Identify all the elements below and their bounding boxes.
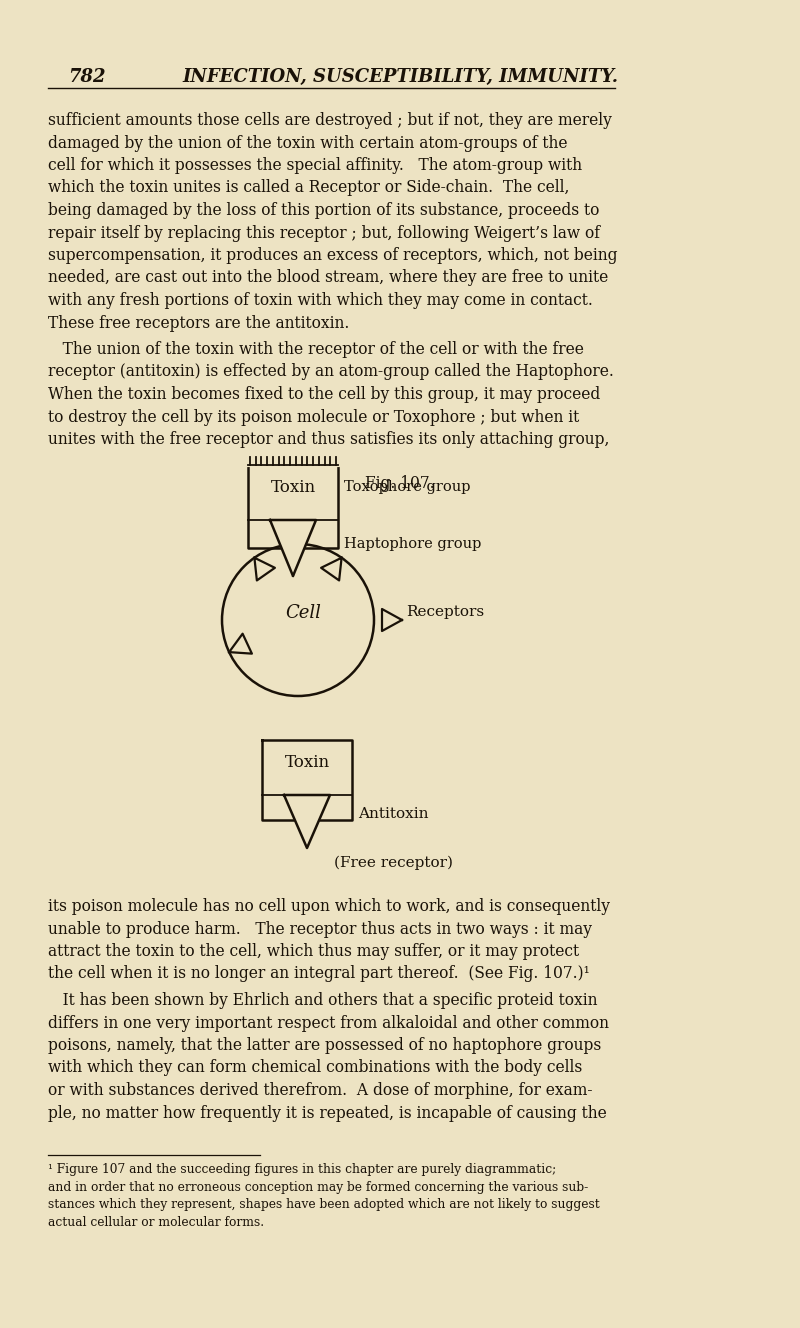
Text: with which they can form chemical combinations with the body cells: with which they can form chemical combin… — [48, 1060, 582, 1077]
Text: stances which they represent, shapes have been adopted which are not likely to s: stances which they represent, shapes hav… — [48, 1198, 600, 1211]
Text: receptor (antitoxin) is effected by an atom-group called the Haptophore.: receptor (antitoxin) is effected by an a… — [48, 364, 614, 381]
Text: Receptors: Receptors — [406, 606, 484, 619]
Text: and in order that no erroneous conception may be formed concerning the various s: and in order that no erroneous conceptio… — [48, 1181, 588, 1194]
Text: repair itself by replacing this receptor ; but, following Weigert’s law of: repair itself by replacing this receptor… — [48, 224, 600, 242]
Text: These free receptors are the antitoxin.: These free receptors are the antitoxin. — [48, 315, 350, 332]
Text: the cell when it is no longer an integral part thereof.  (See Fig. 107.)¹: the cell when it is no longer an integra… — [48, 965, 590, 983]
Polygon shape — [284, 795, 330, 849]
Text: 782: 782 — [68, 68, 106, 86]
Text: to destroy the cell by its poison molecule or Toxophore ; but when it: to destroy the cell by its poison molecu… — [48, 409, 579, 425]
Polygon shape — [321, 558, 342, 580]
Text: attract the toxin to the cell, which thus may suffer, or it may protect: attract the toxin to the cell, which thu… — [48, 943, 579, 960]
Polygon shape — [229, 633, 252, 653]
Text: When the toxin becomes fixed to the cell by this group, it may proceed: When the toxin becomes fixed to the cell… — [48, 386, 600, 402]
Text: supercompensation, it produces an excess of receptors, which, not being: supercompensation, it produces an excess… — [48, 247, 618, 264]
Text: unites with the free receptor and thus satisfies its only attaching group,: unites with the free receptor and thus s… — [48, 432, 610, 448]
Text: which the toxin unites is called a Receptor or Side-chain.  The cell,: which the toxin unites is called a Recep… — [48, 179, 570, 197]
Text: (Free receptor): (Free receptor) — [334, 857, 453, 870]
Text: actual cellular or molecular forms.: actual cellular or molecular forms. — [48, 1215, 264, 1228]
Text: with any fresh portions of toxin with which they may come in contact.: with any fresh portions of toxin with wh… — [48, 292, 593, 309]
Polygon shape — [254, 558, 275, 580]
Polygon shape — [270, 521, 316, 576]
Text: The union of the toxin with the receptor of the cell or with the free: The union of the toxin with the receptor… — [48, 341, 584, 359]
Text: poisons, namely, that the latter are possessed of no haptophore groups: poisons, namely, that the latter are pos… — [48, 1037, 602, 1054]
Text: ple, no matter how frequently it is repeated, is incapable of causing the: ple, no matter how frequently it is repe… — [48, 1105, 606, 1122]
Text: cell for which it possesses the special affinity.   The atom-group with: cell for which it possesses the special … — [48, 157, 582, 174]
Text: unable to produce harm.   The receptor thus acts in two ways : it may: unable to produce harm. The receptor thu… — [48, 920, 592, 938]
Text: Fig. 107.: Fig. 107. — [365, 475, 435, 493]
Text: damaged by the union of the toxin with certain atom-groups of the: damaged by the union of the toxin with c… — [48, 134, 567, 151]
Text: INFECTION, SUSCEPTIBILITY, IMMUNITY.: INFECTION, SUSCEPTIBILITY, IMMUNITY. — [182, 68, 618, 86]
Text: or with substances derived therefrom.  A dose of morphine, for exam-: or with substances derived therefrom. A … — [48, 1082, 593, 1100]
Text: Cell: Cell — [285, 604, 321, 622]
Text: being damaged by the loss of this portion of its substance, proceeds to: being damaged by the loss of this portio… — [48, 202, 599, 219]
Text: Haptophore group: Haptophore group — [344, 537, 482, 551]
Text: Antitoxin: Antitoxin — [358, 806, 429, 821]
Text: Toxin: Toxin — [285, 754, 330, 772]
Text: its poison molecule has no cell upon which to work, and is consequently: its poison molecule has no cell upon whi… — [48, 898, 610, 915]
Text: sufficient amounts those cells are destroyed ; but if not, they are merely: sufficient amounts those cells are destr… — [48, 112, 612, 129]
Text: Toxophore group: Toxophore group — [344, 481, 470, 494]
Text: Toxin: Toxin — [270, 479, 315, 495]
Text: differs in one very important respect from alkaloidal and other common: differs in one very important respect fr… — [48, 1015, 609, 1032]
Polygon shape — [382, 610, 402, 631]
Text: needed, are cast out into the blood stream, where they are free to unite: needed, are cast out into the blood stre… — [48, 270, 608, 287]
Text: It has been shown by Ehrlich and others that a specific proteid toxin: It has been shown by Ehrlich and others … — [48, 992, 598, 1009]
Text: ¹ Figure 107 and the succeeding figures in this chapter are purely diagrammatic;: ¹ Figure 107 and the succeeding figures … — [48, 1163, 556, 1177]
